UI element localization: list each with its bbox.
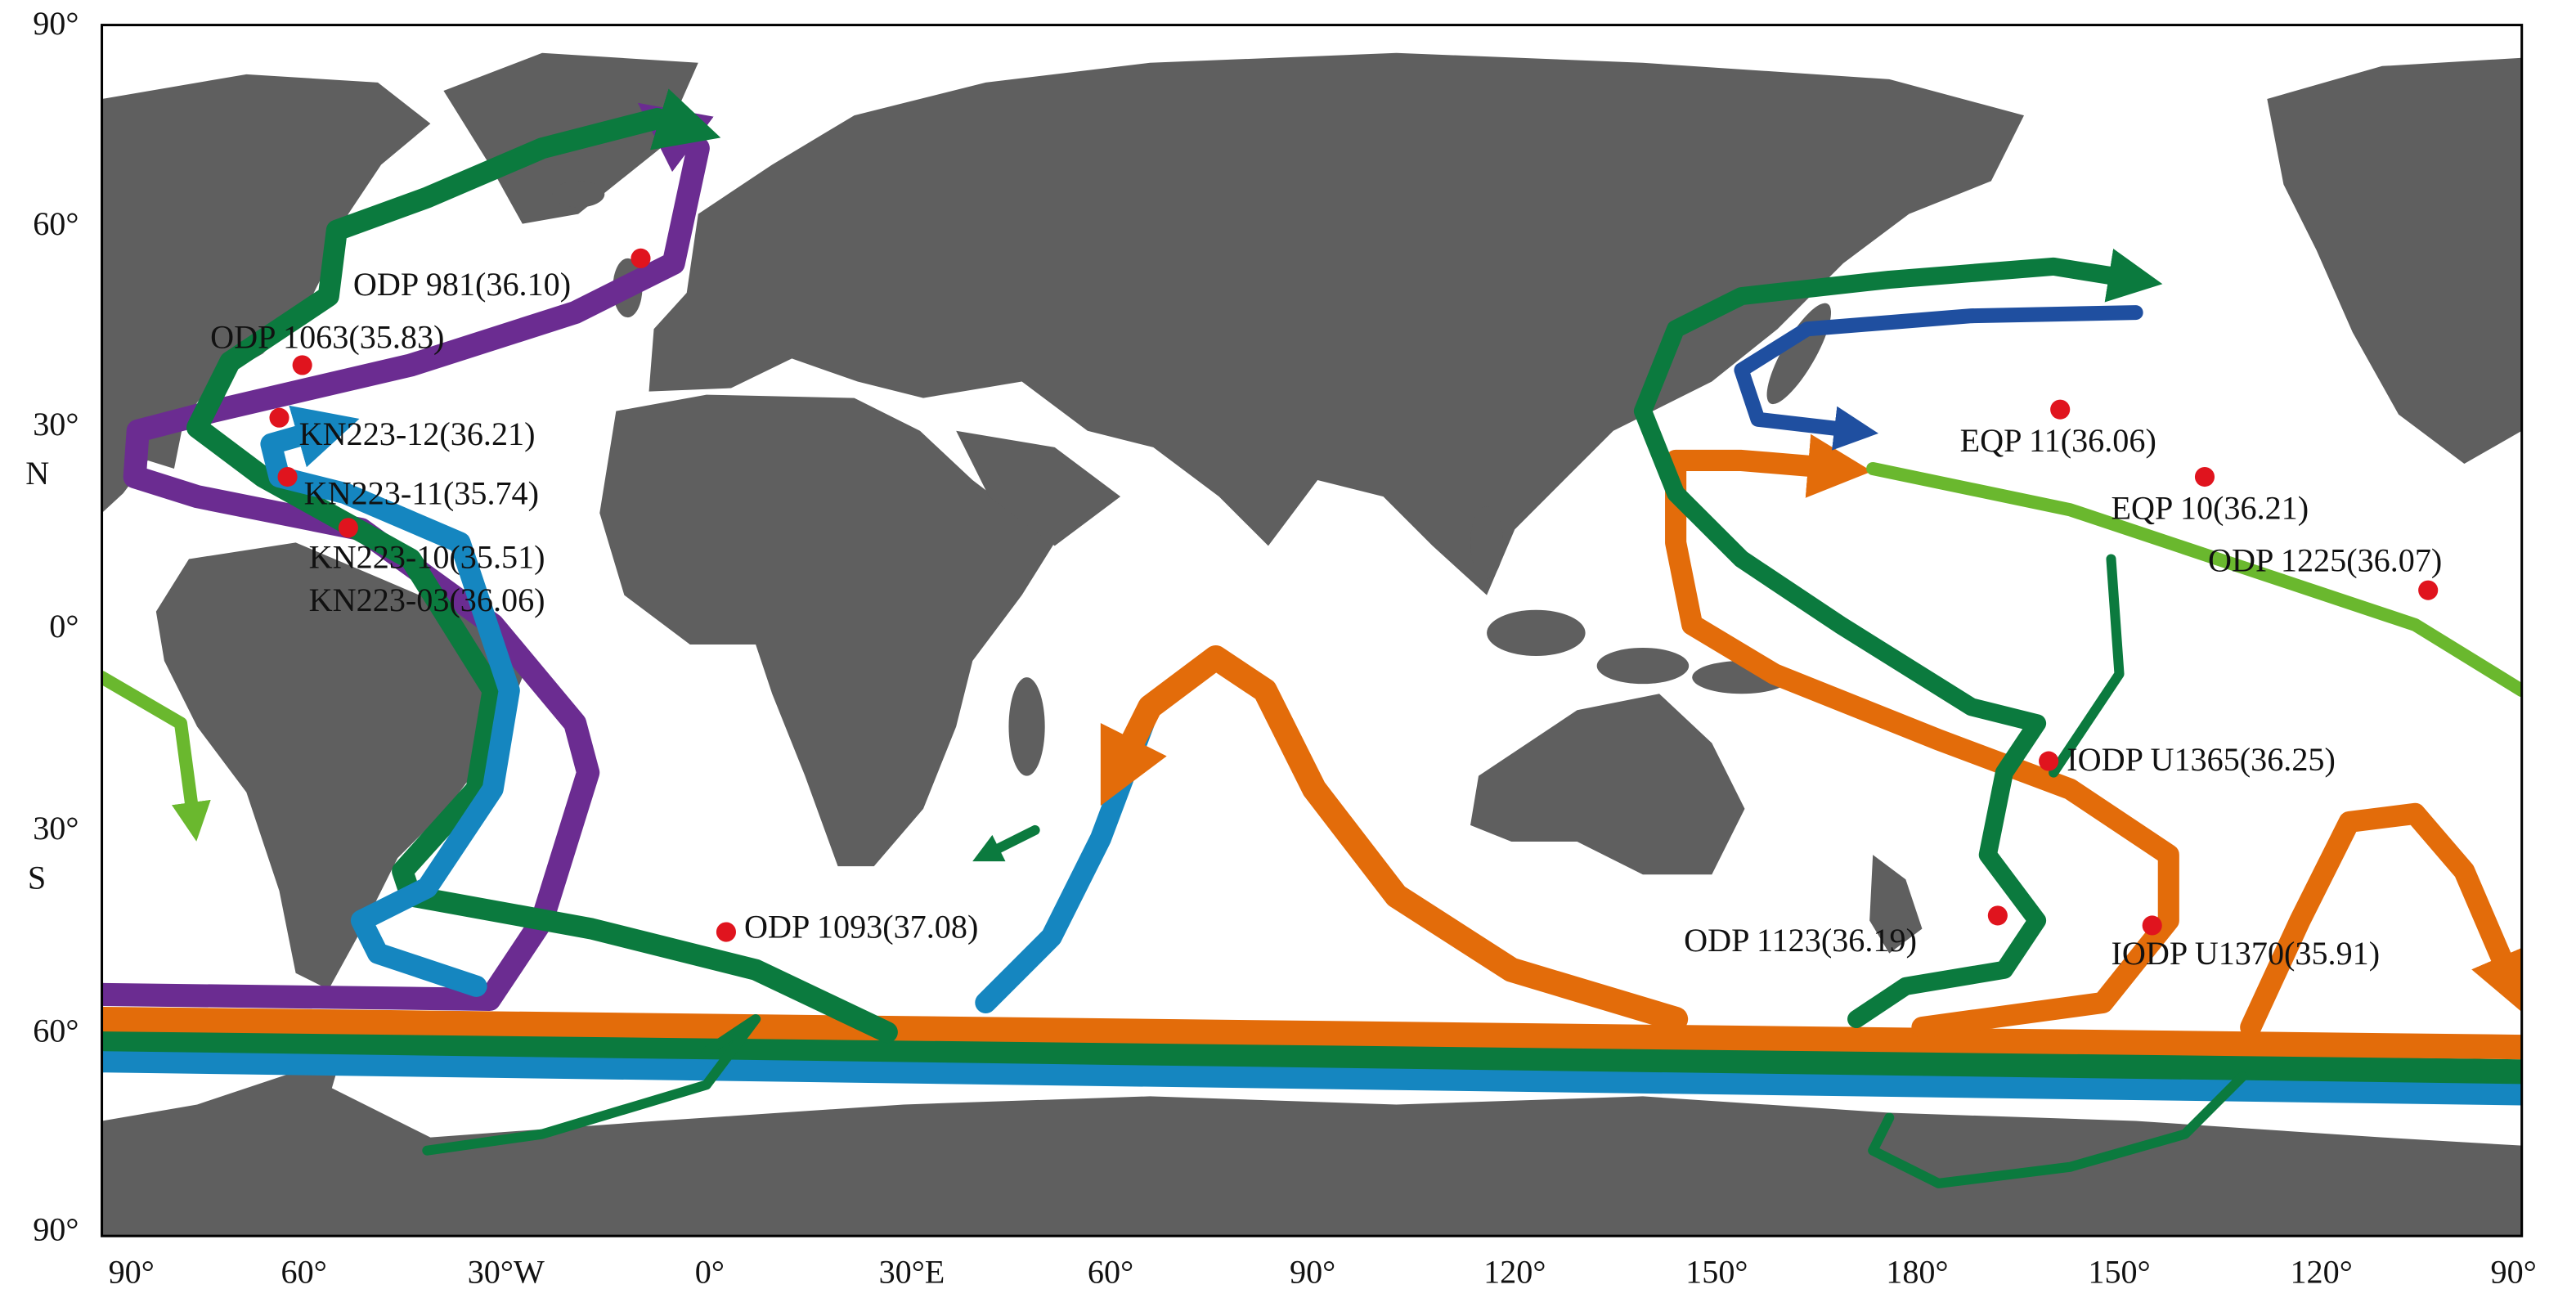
lon-label: 150°: [1685, 1254, 1748, 1291]
lat-label: N: [25, 455, 49, 492]
lat-label: 90°: [33, 5, 79, 42]
lat-label: 0°: [49, 608, 79, 645]
site-dot: [2039, 751, 2059, 771]
lon-label: 60°: [1088, 1254, 1133, 1291]
site-label: KN223-10(35.51): [309, 539, 545, 576]
sites: [269, 248, 2439, 942]
lon-label: 60°: [281, 1254, 327, 1291]
lon-label: 150°: [2088, 1254, 2150, 1291]
lon-label: 120°: [2290, 1254, 2352, 1291]
frame: [101, 24, 2524, 1237]
site-dot: [292, 355, 312, 375]
lon-label: 180°: [1886, 1254, 1948, 1291]
lon-label: 90°: [1290, 1254, 1335, 1291]
site-dot: [277, 466, 298, 487]
site-dot: [2418, 580, 2439, 600]
land: [101, 52, 2522, 1237]
site-label: ODP 981(36.10): [353, 266, 571, 303]
lon-label: 90°: [2491, 1254, 2537, 1291]
lon-label: 90°: [109, 1254, 155, 1291]
site-label: ODP 1093(37.08): [744, 909, 978, 945]
lat-label: 90°: [33, 1210, 79, 1247]
site-dot: [1987, 905, 2008, 926]
lat-label: 60°: [33, 205, 79, 242]
site-label: ODP 1225(36.07): [2208, 542, 2442, 579]
site-label: KN223-12(36.21): [299, 415, 536, 452]
site-label: IODP U1365(36.25): [2067, 741, 2336, 778]
site-dot: [631, 248, 651, 268]
site-dot: [338, 518, 358, 538]
lat-label: 30°: [33, 810, 79, 847]
site-label: EQP 10(36.21): [2111, 489, 2309, 526]
lat-labels: 90° 60° 30° N 0° 30° S 60° 90°: [25, 5, 79, 1248]
lon-labels: 90° 60° 30°W 0° 30°E 60° 90° 120° 150° 1…: [109, 1254, 2537, 1291]
site-label: KN223-11(35.74): [304, 474, 539, 511]
lon-label: 30°E: [879, 1254, 945, 1291]
site-dot: [2142, 915, 2162, 936]
site-label: ODP 1063(35.83): [210, 319, 444, 356]
site-label: IODP U1370(35.91): [2111, 935, 2380, 972]
site-label: ODP 1123(36.19): [1684, 922, 1917, 959]
site-labels: ODP 981(36.10) ODP 1063(35.83) KN223-12(…: [210, 266, 2442, 972]
lat-label: 30°: [33, 406, 79, 442]
lat-label: 60°: [33, 1012, 79, 1049]
currents: [101, 88, 2522, 1188]
site-label: KN223-03(36.06): [309, 582, 545, 618]
lon-label: 30°W: [468, 1254, 545, 1291]
site-dot: [2194, 466, 2215, 487]
lon-label: 120°: [1483, 1254, 1546, 1291]
lon-label: 0°: [695, 1254, 725, 1291]
site-dot: [716, 922, 736, 942]
site-label: EQP 11(36.06): [1960, 422, 2156, 459]
lat-label: S: [28, 859, 46, 896]
site-dot: [269, 407, 289, 428]
site-dot: [2050, 399, 2071, 420]
